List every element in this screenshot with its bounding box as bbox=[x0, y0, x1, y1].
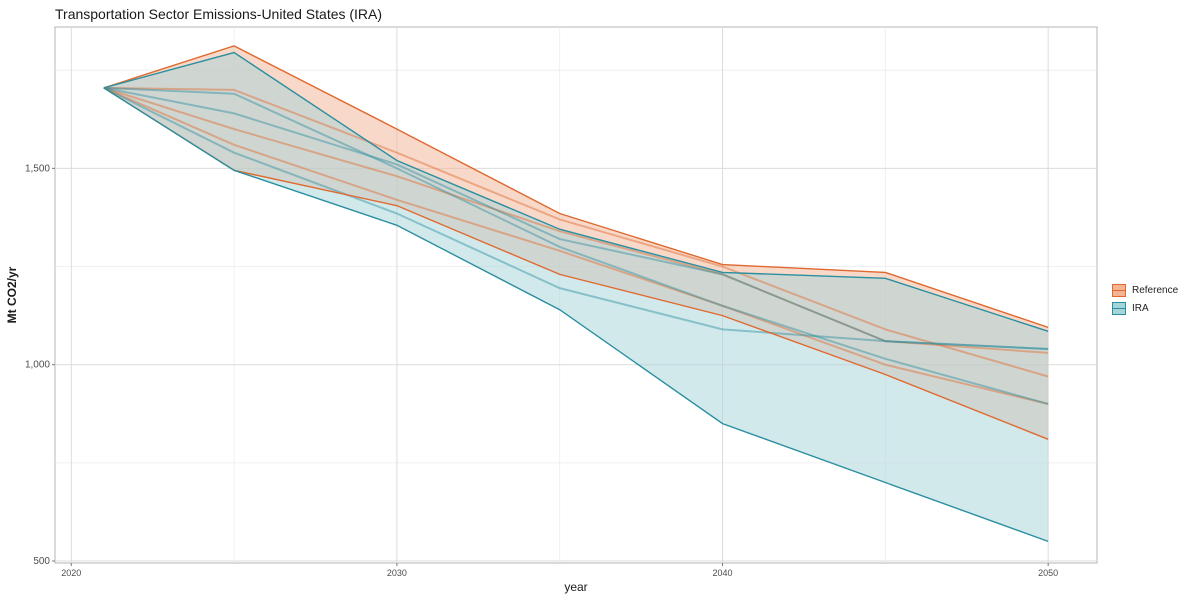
series-line-ira-1 bbox=[103, 86, 1049, 350]
x-axis-ticks: 2020 2030 2040 2050 bbox=[61, 563, 1058, 578]
y-tick-label: 1,000 bbox=[25, 360, 50, 371]
legend-key-ira bbox=[1112, 301, 1126, 315]
x-tick-label: 2050 bbox=[1038, 568, 1058, 578]
ribbon-ira bbox=[103, 52, 1049, 542]
x-tick-label: 2020 bbox=[61, 568, 81, 578]
legend: Reference IRA bbox=[1112, 281, 1178, 317]
ribbon-edges bbox=[103, 45, 1049, 543]
series-line-reference-3 bbox=[103, 86, 1049, 405]
x-axis-label: year bbox=[564, 580, 587, 594]
chart-title: Transportation Sector Emissions-United S… bbox=[55, 6, 383, 22]
series-line-ira-2 bbox=[103, 86, 1049, 350]
ribbon-upper-ira bbox=[103, 51, 1049, 332]
y-axis-ticks: 500 1,000 1,500 bbox=[25, 163, 55, 567]
plot-panel bbox=[54, 26, 1098, 564]
series-lines bbox=[103, 86, 1049, 405]
y-tick-label: 500 bbox=[33, 556, 50, 567]
ribbon-upper-reference bbox=[103, 45, 1049, 329]
x-tick-label: 2030 bbox=[387, 568, 407, 578]
legend-label-reference: Reference bbox=[1132, 284, 1179, 296]
legend-label-ira: IRA bbox=[1132, 302, 1149, 314]
series-line-ira-3 bbox=[103, 86, 1049, 405]
ribbon-lower-ira bbox=[103, 87, 1049, 543]
y-axis-label: Mt CO2/yr bbox=[5, 266, 19, 323]
x-tick-label: 2040 bbox=[713, 568, 733, 578]
legend-item-reference: Reference bbox=[1112, 281, 1178, 299]
y-tick-label: 1,500 bbox=[25, 163, 50, 174]
series-line-reference-1 bbox=[103, 86, 1049, 378]
series-line-reference-2 bbox=[103, 86, 1049, 354]
legend-key-reference bbox=[1112, 283, 1126, 297]
ribbons bbox=[103, 45, 1049, 542]
legend-item-ira: IRA bbox=[1112, 299, 1178, 317]
